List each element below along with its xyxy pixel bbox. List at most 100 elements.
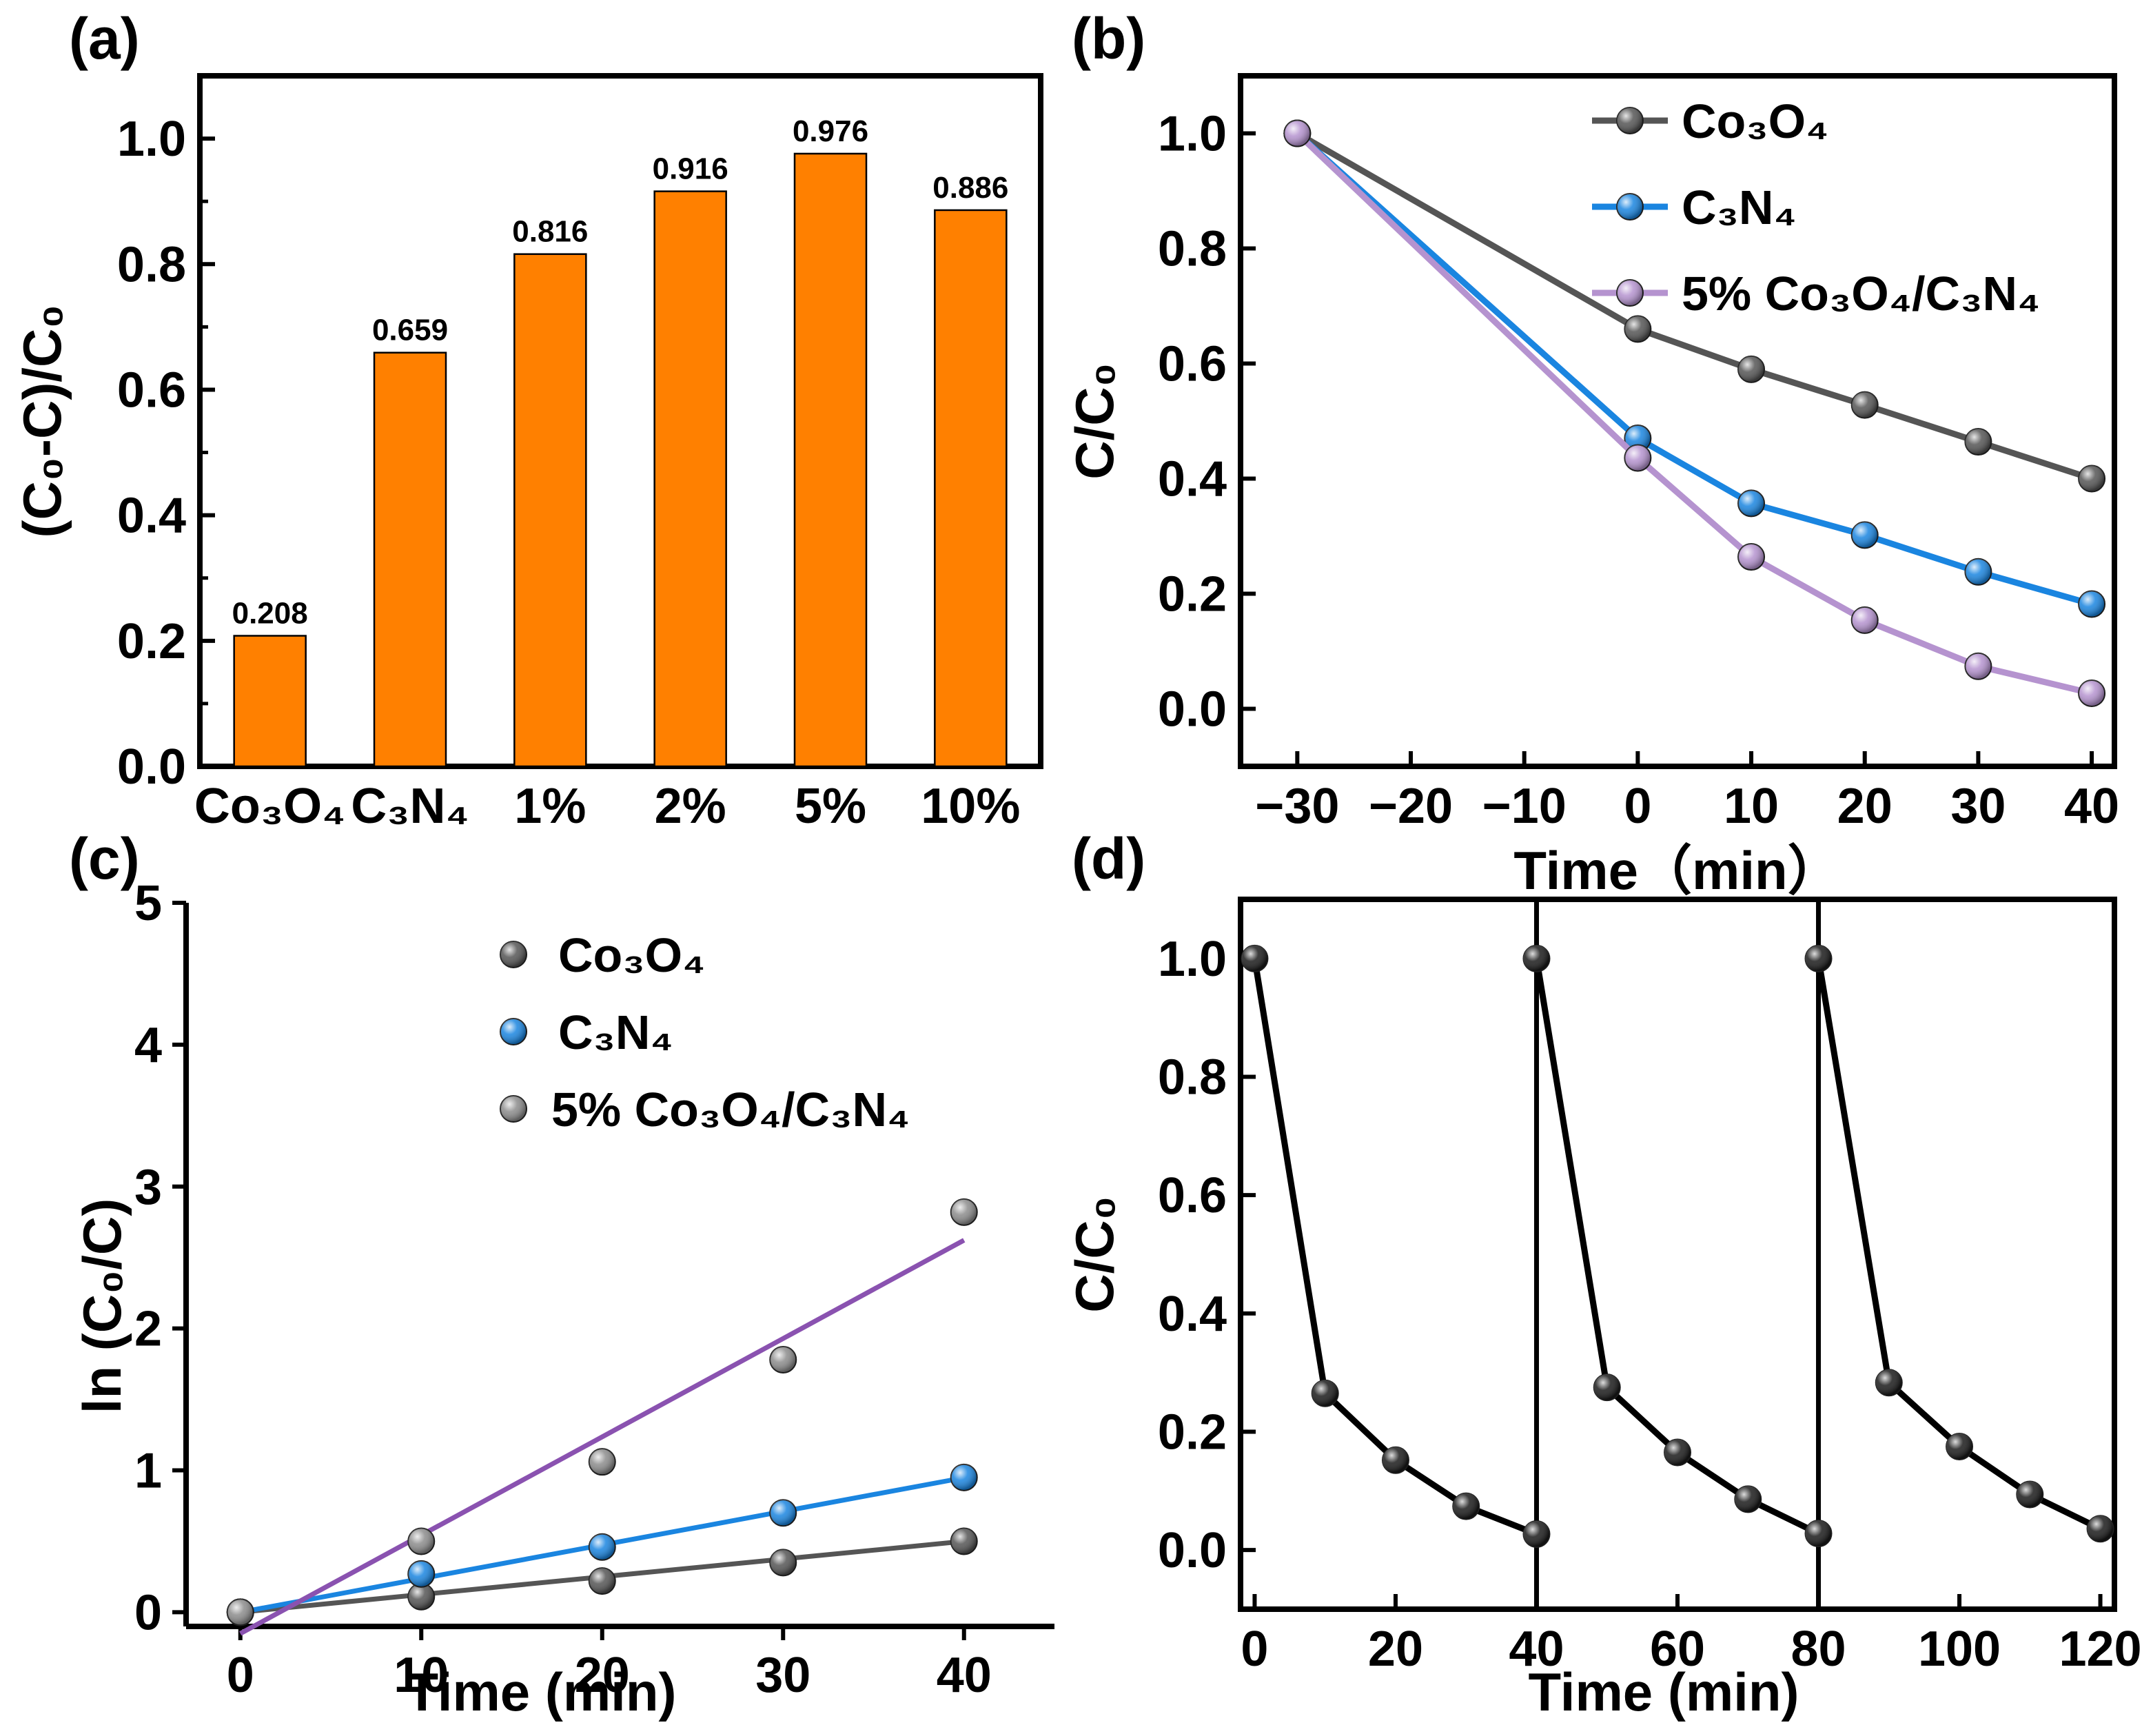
- y-axis-label: ln (C₀/C): [72, 1198, 132, 1413]
- data-point: [1850, 391, 1879, 419]
- x-tick-label: 0: [1624, 779, 1651, 834]
- data-point: [1964, 652, 1992, 680]
- data-point-shine: [1946, 1433, 1973, 1460]
- data-point-shine: [2087, 1515, 2114, 1542]
- data-point: [1522, 944, 1551, 972]
- data-point: [1964, 428, 1992, 456]
- x-tick-label: 10%: [921, 779, 1020, 834]
- bar-value-label: 0.976: [793, 114, 868, 148]
- data-point-shine: [1664, 1439, 1691, 1466]
- data-point-shine: [1805, 1520, 1832, 1547]
- legend-label: Co₃O₄: [1682, 94, 1829, 148]
- data-point-shine: [950, 1528, 977, 1555]
- data-point: [1946, 1432, 1974, 1460]
- data-point-shine: [408, 1528, 435, 1555]
- data-point-shine: [1965, 558, 1992, 585]
- data-point-shine: [1738, 356, 1765, 382]
- y-tick-label: 0.4: [1158, 452, 1227, 507]
- data-point-shine: [1851, 606, 1878, 633]
- bar: [233, 635, 307, 768]
- data-point: [1624, 425, 1652, 453]
- data-point: [588, 1533, 616, 1561]
- y-axis-label: C/C₀: [1064, 1196, 1125, 1312]
- data-point: [1311, 1379, 1339, 1407]
- data-point: [1850, 606, 1879, 634]
- data-point: [769, 1549, 797, 1577]
- y-tick-label: 0.8: [1158, 222, 1227, 277]
- data-point: [1737, 355, 1766, 383]
- data-point: [1283, 119, 1312, 147]
- data-point-shine: [1624, 445, 1651, 471]
- x-tick-label: 1%: [514, 779, 586, 834]
- data-point: [407, 1560, 436, 1588]
- data-point: [588, 1448, 616, 1476]
- y-tick-label: 1.0: [1158, 107, 1227, 162]
- bar-value-label: 0.208: [232, 597, 308, 631]
- x-tick-label: 30: [755, 1648, 810, 1703]
- x-tick-label: 100: [1918, 1622, 2001, 1677]
- data-point: [950, 1527, 978, 1555]
- data-point-shine: [1593, 1374, 1620, 1401]
- legend-marker: [1616, 279, 1644, 307]
- data-point: [1624, 315, 1652, 343]
- y-tick-label: 0.4: [117, 489, 186, 544]
- x-axis-label: Time (min): [1529, 1662, 1799, 1722]
- data-point-shine: [1523, 945, 1550, 972]
- data-point: [588, 1567, 616, 1595]
- x-tick-label: C₃N₄: [351, 779, 469, 834]
- data-point: [950, 1463, 978, 1491]
- data-point: [1734, 1485, 1762, 1513]
- data-point: [1737, 543, 1766, 571]
- data-point: [1593, 1374, 1621, 1402]
- panel-label: (d): [1072, 826, 1145, 891]
- y-tick-label: 0: [134, 1585, 162, 1640]
- data-point-shine: [1738, 544, 1765, 571]
- data-point: [407, 1527, 436, 1555]
- y-tick-label: 0.2: [1158, 1405, 1227, 1460]
- y-tick-label: 0.2: [117, 614, 186, 669]
- legend-marker-shine: [1617, 280, 1643, 306]
- x-tick-label: 20: [1837, 779, 1893, 834]
- data-point-shine: [1738, 490, 1765, 517]
- x-tick-label: 5%: [795, 779, 866, 834]
- data-point-shine: [589, 1533, 615, 1560]
- bar: [653, 190, 727, 768]
- legend-label: 5% Co₃O₄/C₃N₄: [1682, 267, 2040, 320]
- legend-label: 5% Co₃O₄/C₃N₄: [551, 1083, 910, 1136]
- legend-marker-shine: [1617, 108, 1643, 134]
- data-point: [769, 1499, 797, 1527]
- bar-value-label: 0.659: [372, 314, 448, 347]
- data-point-shine: [2017, 1481, 2043, 1508]
- data-point: [1381, 1446, 1409, 1474]
- data-point: [1452, 1492, 1480, 1520]
- data-point-shine: [1382, 1447, 1409, 1473]
- legend-marker: [500, 941, 527, 968]
- data-point: [1241, 944, 1269, 972]
- series-line: [1295, 131, 2093, 697]
- x-tick-label: 40: [1509, 1622, 1564, 1677]
- x-tick-label: −30: [1255, 779, 1339, 834]
- y-tick-label: 2: [134, 1302, 162, 1357]
- panel-c-kinetics-scatter: 0 1 2 3 4 5 0 10 20 30 40 Co₃O₄ C₃N₄ 5% Co₃O₄/C₃N₄ Tim…: [69, 826, 1054, 1722]
- data-point-shine: [1735, 1486, 1762, 1513]
- y-tick-label: 0.8: [117, 237, 186, 292]
- x-tick-label: 20: [575, 1648, 630, 1703]
- data-point: [2078, 679, 2106, 707]
- data-point-shine: [408, 1560, 435, 1587]
- data-point: [1850, 521, 1879, 549]
- legend-marker: [500, 1095, 527, 1123]
- data-point-shine: [1805, 945, 1832, 972]
- data-point-shine: [1851, 522, 1878, 549]
- data-point-shine: [1624, 425, 1651, 452]
- data-point: [1875, 1369, 1903, 1397]
- legend-marker: [1616, 193, 1644, 221]
- axes-frame: [1238, 897, 2117, 1612]
- fit-line: [239, 1238, 966, 1636]
- data-point: [769, 1345, 797, 1374]
- x-tick-label: 80: [1791, 1622, 1846, 1677]
- x-tick-label: −10: [1482, 779, 1567, 834]
- data-point-shine: [1851, 391, 1878, 418]
- series-line: [1295, 131, 2093, 607]
- data-point: [2016, 1480, 2044, 1509]
